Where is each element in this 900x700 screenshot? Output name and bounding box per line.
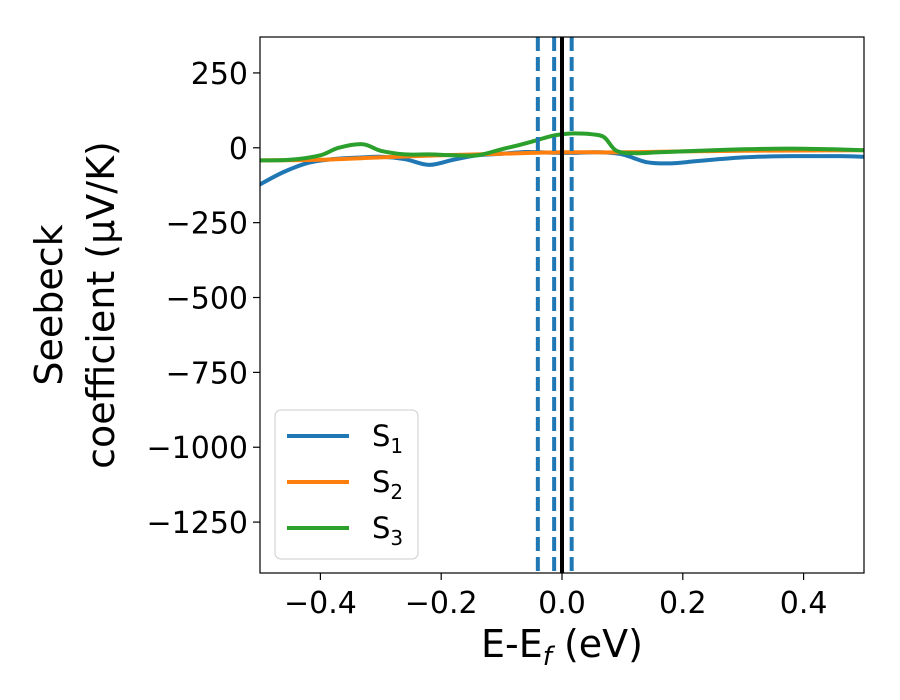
y-tick-label: −250 xyxy=(166,207,248,242)
legend: S1 S2 S3 xyxy=(274,409,419,560)
x-tick-label: −0.4 xyxy=(284,586,357,621)
x-axis-label-unit: (eV) xyxy=(552,622,643,666)
y-tick-label: −500 xyxy=(166,282,248,317)
legend-box xyxy=(274,409,419,560)
x-axis-label: E-Ef (eV) xyxy=(481,622,643,672)
y-tick-label: 0 xyxy=(229,132,248,167)
legend-label-s1: S1 xyxy=(372,419,403,458)
x-tick-label: 0.2 xyxy=(659,586,707,621)
axis-ticks: −0.4 −0.2 0.0 0.2 0.4 250 0 −250 −500 −750 −1000 −1… xyxy=(147,57,828,621)
y-tick-label: −750 xyxy=(166,356,248,391)
x-tick-label: 0.0 xyxy=(538,586,586,621)
data-lines xyxy=(260,37,864,573)
y-tick-label: −1250 xyxy=(147,506,248,541)
x-tick-label: −0.2 xyxy=(405,586,478,621)
y-tick-label: 250 xyxy=(191,57,248,92)
legend-label-s2: S2 xyxy=(372,465,403,504)
legend-label-s3: S3 xyxy=(372,511,403,550)
y-axis-label-line2: coefficient (μV/K) xyxy=(79,141,123,469)
y-axis-label-line1: Seebeck xyxy=(27,224,71,385)
y-tick-label: −1000 xyxy=(147,431,248,466)
x-tick-label: 0.4 xyxy=(780,586,828,621)
